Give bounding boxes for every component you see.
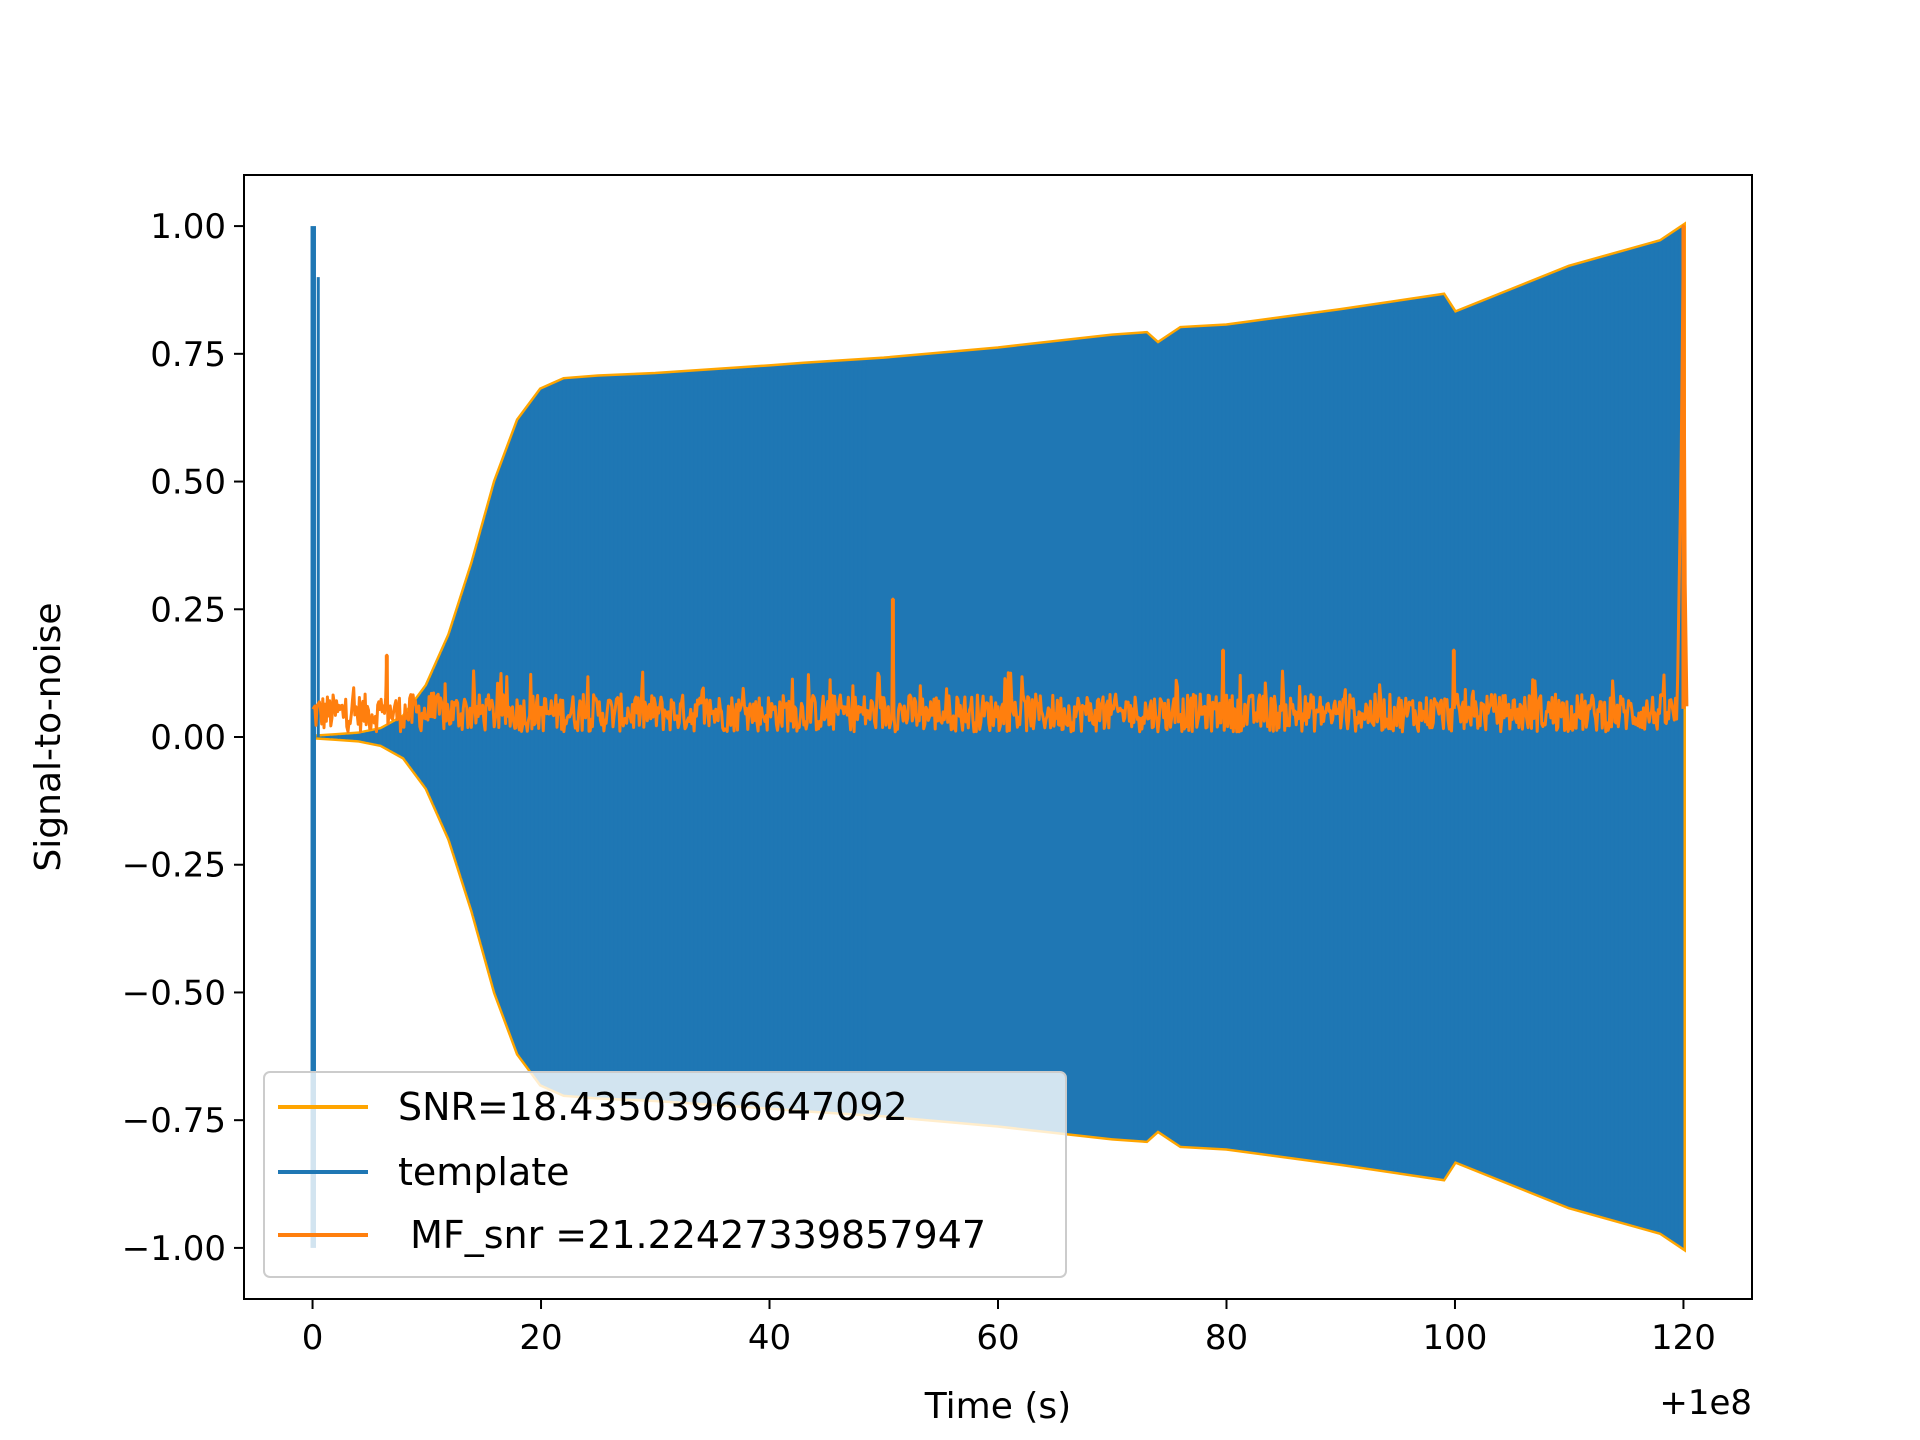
legend-label-mf-snr: MF_snr =21.22427339857947 [398,1213,986,1257]
template-start-spike [310,226,316,1248]
plot-area [310,221,1689,1253]
x-tick-label: 60 [976,1318,1019,1358]
y-tick-label: −1.00 [122,1229,226,1269]
x-tick-label: 0 [302,1318,324,1358]
legend-box [263,1071,1067,1278]
x-tick-label: 100 [1423,1318,1488,1358]
y-tick-label: 0.00 [150,718,226,758]
y-axis-ticks: 1.00 0.75 0.50 0.25 0.00 −0.25 −0.50 −0.75 −1.00 [122,207,244,1269]
x-axis-label: Time (s) [924,1386,1071,1427]
x-tick-label: 80 [1205,1318,1248,1358]
legend-label-template: template [398,1150,570,1194]
legend-label-snr: SNR=18.43503966647092 [398,1085,908,1129]
x-axis-ticks: 0 20 40 60 80 100 120 [302,1299,1716,1358]
y-tick-label: 1.00 [150,207,226,247]
y-tick-label: 0.75 [150,335,226,375]
x-tick-label: 20 [519,1318,562,1358]
y-tick-label: −0.25 [122,846,226,886]
y-tick-label: −0.50 [122,973,226,1013]
legend: SNR=18.43503966647092 template MF_snr =2… [263,1071,1067,1278]
x-tick-label: 40 [748,1318,791,1358]
y-axis-label: Signal-to-noise [28,602,69,871]
y-tick-label: −0.75 [122,1101,226,1141]
x-offset-label: +1e8 [1659,1383,1752,1423]
y-tick-label: 0.50 [150,463,226,503]
y-tick-label: 0.25 [150,590,226,630]
x-tick-label: 120 [1651,1318,1716,1358]
